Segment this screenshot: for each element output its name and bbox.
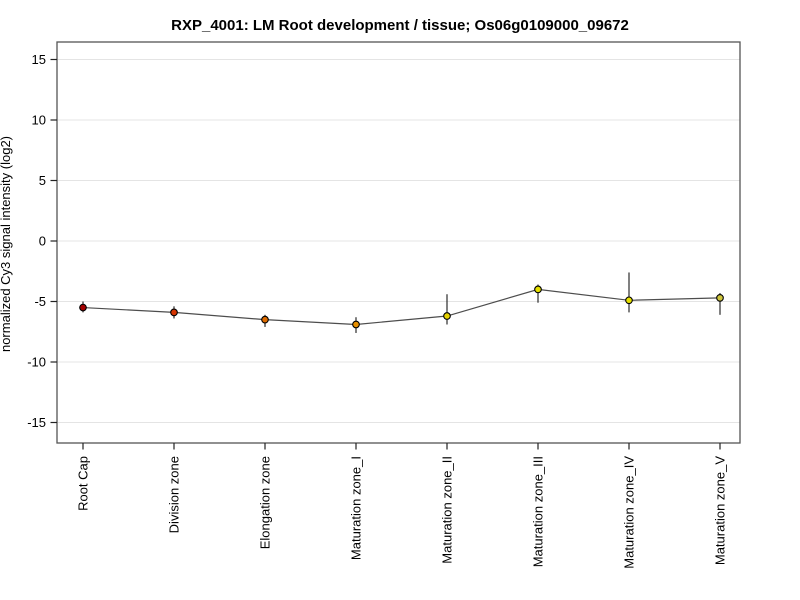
y-tick-label: -15 (27, 415, 46, 430)
data-point (352, 320, 360, 329)
y-tick-label: -5 (34, 294, 46, 309)
series-line (82, 288, 721, 326)
x-tick-label: Root Cap (76, 456, 91, 511)
x-tick-label: Maturation zone_I (349, 456, 364, 560)
x-tick-label: Maturation zone_II (440, 456, 455, 564)
x-tick-label: Maturation zone_IV (622, 456, 637, 569)
plot-area (57, 42, 740, 443)
y-tick-label: 5 (39, 173, 46, 188)
data-point (170, 308, 178, 317)
data-point (79, 303, 87, 312)
data-point (534, 285, 542, 294)
data-point (443, 312, 451, 320)
y-tick-label: -10 (27, 355, 46, 370)
y-tick-label: 0 (39, 234, 46, 249)
x-tick-label: Division zone (167, 456, 182, 533)
x-tick-label: Maturation zone_III (531, 456, 546, 567)
chart-title: RXP_4001: LM Root development / tissue; … (171, 17, 629, 34)
data-point (625, 296, 633, 305)
x-tick-label: Elongation zone (258, 456, 273, 549)
x-tick-label: Maturation zone_V (713, 456, 728, 565)
plot-border (56, 41, 741, 444)
y-tick-label: 10 (32, 113, 46, 128)
data-point (716, 294, 724, 302)
y-tick-label: 15 (32, 52, 46, 67)
data-point (261, 315, 269, 324)
